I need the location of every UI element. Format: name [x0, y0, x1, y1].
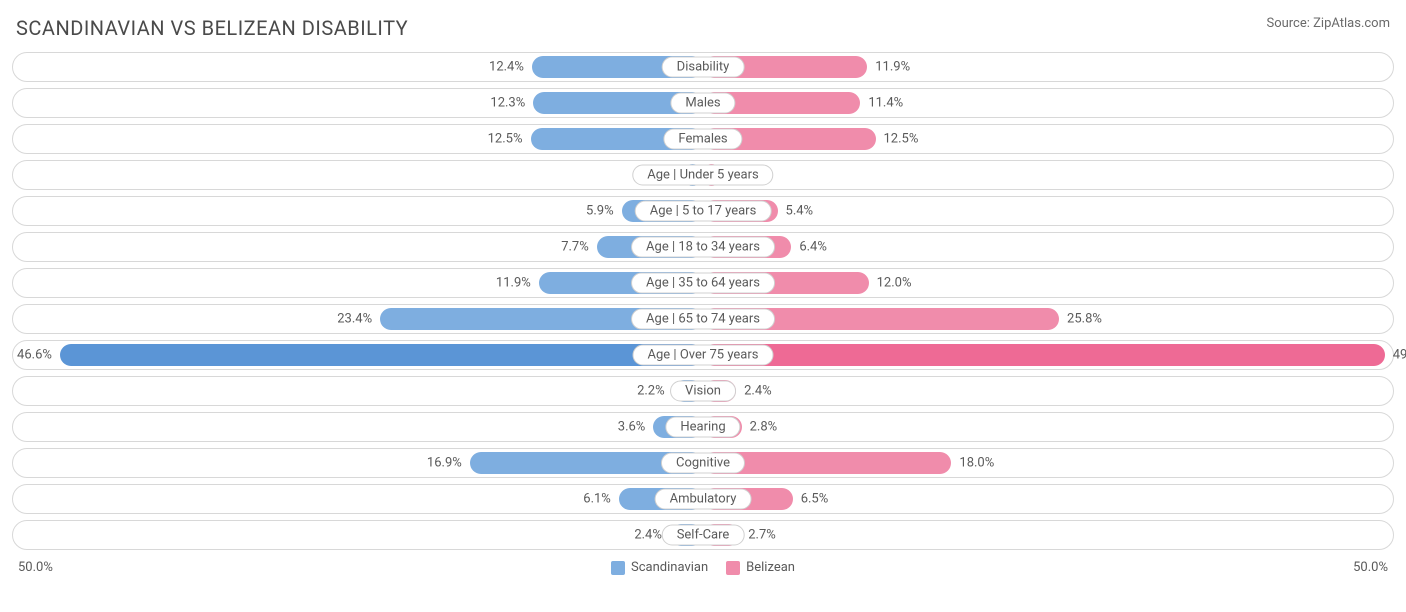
- header: SCANDINAVIAN VS BELIZEAN DISABILITY Sour…: [12, 16, 1394, 52]
- value-label-left: 12.5%: [488, 132, 523, 147]
- value-label-right: 49.4%: [1393, 348, 1406, 363]
- value-label-left: 12.4%: [489, 60, 524, 75]
- chart-row: 6.1% 6.5% Ambulatory: [12, 484, 1394, 514]
- value-label-right: 12.0%: [877, 276, 912, 291]
- legend-item-left: Scandinavian: [611, 560, 708, 575]
- category-label: Males: [670, 93, 735, 114]
- legend-swatch-right: [726, 561, 740, 575]
- value-label-left: 11.9%: [496, 276, 531, 291]
- chart-row: 23.4% 25.8% Age | 65 to 74 years: [12, 304, 1394, 334]
- category-label: Self-Care: [662, 525, 745, 546]
- value-label-left: 12.3%: [490, 96, 525, 111]
- category-label: Vision: [670, 381, 736, 402]
- category-label: Disability: [662, 57, 745, 78]
- chart-area: 12.4% 11.9% Disability 12.3% 11.4% Males 12.5%…: [12, 52, 1394, 550]
- chart-row: 1.5%1.2%Age | Under 5 years: [12, 160, 1394, 190]
- category-label: Age | 18 to 34 years: [631, 237, 775, 258]
- category-label: Age | 35 to 64 years: [631, 273, 775, 294]
- right-axis-max: 50.0%: [1353, 560, 1388, 575]
- value-label-left: 16.9%: [427, 456, 462, 471]
- chart-row: 2.2% 2.4% Vision: [12, 376, 1394, 406]
- chart-row: 7.7% 6.4% Age | 18 to 34 years: [12, 232, 1394, 262]
- category-label: Females: [663, 129, 742, 150]
- chart-row: 12.4% 11.9% Disability: [12, 52, 1394, 82]
- value-label-right: 2.8%: [750, 420, 778, 435]
- category-label: Age | 5 to 17 years: [635, 201, 772, 222]
- value-label-left: 3.6%: [618, 420, 646, 435]
- chart-row: 2.4% 2.7%Self-Care: [12, 520, 1394, 550]
- value-label-right: 11.9%: [875, 60, 910, 75]
- value-label-left: 7.7%: [561, 240, 589, 255]
- source-attribution: Source: ZipAtlas.com: [1266, 16, 1390, 31]
- legend-label-right: Belizean: [746, 560, 795, 575]
- value-label-left: 2.2%: [637, 384, 665, 399]
- category-label: Ambulatory: [655, 489, 752, 510]
- chart-title: SCANDINAVIAN VS BELIZEAN DISABILITY: [16, 16, 408, 40]
- category-label: Age | 65 to 74 years: [631, 309, 775, 330]
- legend-item-right: Belizean: [726, 560, 795, 575]
- value-label-left: 2.4%: [634, 528, 662, 543]
- value-label-right: 6.5%: [801, 492, 829, 507]
- legend: Scandinavian Belizean: [611, 560, 795, 575]
- bar-left: [60, 344, 703, 366]
- axis-row: 50.0% Scandinavian Belizean 50.0%: [12, 556, 1394, 575]
- chart-row: 3.6% 2.8% Hearing: [12, 412, 1394, 442]
- category-label: Hearing: [665, 417, 740, 438]
- value-label-right: 2.7%: [748, 528, 776, 543]
- value-label-right: 11.4%: [868, 96, 903, 111]
- value-label-right: 18.0%: [959, 456, 994, 471]
- bar-right: [703, 344, 1385, 366]
- left-axis-max: 50.0%: [18, 560, 53, 575]
- value-label-right: 6.4%: [799, 240, 827, 255]
- value-label-left: 6.1%: [583, 492, 611, 507]
- chart-row: 16.9% 18.0% Cognitive: [12, 448, 1394, 478]
- value-label-left: 23.4%: [337, 312, 372, 327]
- legend-swatch-left: [611, 561, 625, 575]
- chart-container: SCANDINAVIAN VS BELIZEAN DISABILITY Sour…: [0, 0, 1406, 583]
- category-label: Age | Over 75 years: [633, 345, 774, 366]
- legend-label-left: Scandinavian: [631, 560, 708, 575]
- value-label-right: 5.4%: [786, 204, 814, 219]
- chart-row: 12.3% 11.4% Males: [12, 88, 1394, 118]
- category-label: Cognitive: [661, 453, 745, 474]
- chart-row: 5.9% 5.4% Age | 5 to 17 years: [12, 196, 1394, 226]
- value-label-right: 12.5%: [884, 132, 919, 147]
- value-label-right: 2.4%: [744, 384, 772, 399]
- chart-row: 12.5% 12.5% Females: [12, 124, 1394, 154]
- chart-row: 46.6%49.4%Age | Over 75 years: [12, 340, 1394, 370]
- value-label-left: 5.9%: [586, 204, 614, 219]
- value-label-right: 25.8%: [1067, 312, 1102, 327]
- chart-row: 11.9% 12.0% Age | 35 to 64 years: [12, 268, 1394, 298]
- category-label: Age | Under 5 years: [632, 165, 773, 186]
- value-label-left: 46.6%: [17, 348, 52, 363]
